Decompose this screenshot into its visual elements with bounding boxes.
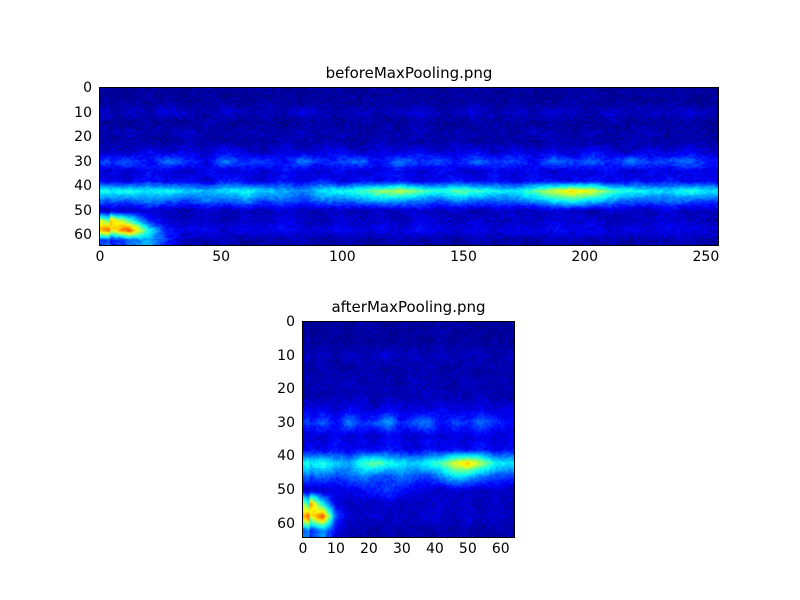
y-tick-label: 20 (277, 381, 295, 398)
chart-before-maxpooling: beforeMaxPooling.png 0 50 100 150 200 250 0 10 2… (74, 64, 719, 264)
x-tick-label: 40 (425, 541, 444, 557)
x-tick-label: 60 (491, 541, 510, 557)
y-tick-label: 30 (277, 414, 295, 431)
y-tick-label: 30 (74, 153, 92, 170)
x-tick-label: 150 (450, 249, 477, 265)
x-tick-label: 0 (95, 249, 105, 265)
x-tick-label: 50 (458, 541, 477, 557)
chart-title: beforeMaxPooling.png (325, 64, 493, 82)
y-tick-label: 40 (277, 448, 295, 465)
y-tick-label: 0 (286, 314, 295, 330)
x-tick-label: 100 (328, 249, 356, 265)
x-tick-label: 250 (692, 249, 720, 265)
y-tick-label: 0 (83, 80, 92, 96)
y-tick-label: 60 (277, 515, 295, 532)
x-tick-label: 20 (360, 541, 378, 557)
chart-after-maxpooling: afterMaxPooling.png 0 10 20 30 40 50 60 0 10 20 30… (277, 298, 515, 556)
y-tick-label: 20 (74, 129, 92, 146)
x-tick-label: 30 (392, 541, 411, 557)
y-tick-label: 10 (74, 104, 92, 121)
x-tick-label: 10 (327, 541, 345, 557)
x-tick-label: 200 (571, 249, 599, 265)
y-tick-label: 10 (277, 347, 295, 364)
y-tick-label: 50 (277, 481, 295, 498)
heatmap-image (100, 88, 718, 245)
chart-title: afterMaxPooling.png (331, 298, 486, 316)
x-tick-label: 50 (212, 249, 231, 265)
y-tick-label: 60 (74, 227, 92, 244)
y-tick-label: 40 (74, 178, 92, 195)
y-tick-label: 50 (74, 202, 92, 219)
x-tick-label: 0 (298, 541, 308, 557)
heatmap-image (303, 322, 514, 537)
